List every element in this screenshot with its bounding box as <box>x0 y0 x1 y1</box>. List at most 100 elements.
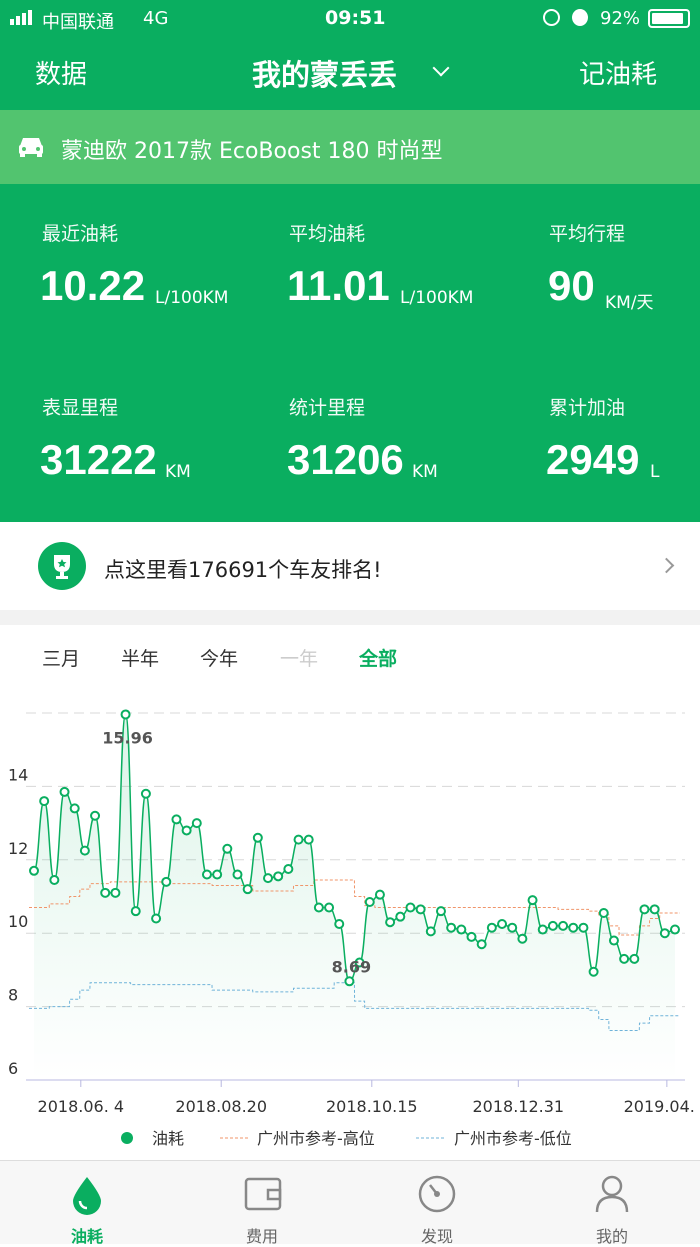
data-point <box>100 887 111 898</box>
filter-half-year[interactable]: 半年 <box>121 648 160 670</box>
data-point <box>191 818 202 829</box>
stat-value: 11.01 <box>287 262 390 309</box>
data-point <box>364 897 375 908</box>
car-model-bar[interactable]: 蒙迪欧 2017款 EcoBoost 180 时尚型 <box>0 110 700 184</box>
data-point <box>313 902 324 913</box>
data-point <box>374 889 385 900</box>
x-tick-label: 2018.10.15 <box>326 1097 418 1116</box>
stat-unit: KM <box>412 462 438 482</box>
data-point <box>222 843 233 854</box>
reference-high-line <box>29 879 680 936</box>
data-point <box>110 887 121 898</box>
legend-label-fuel: 油耗 <box>152 1129 184 1148</box>
water-drop-icon <box>71 1175 103 1219</box>
data-point <box>151 913 162 924</box>
stat-label: 累计加油 <box>549 397 626 419</box>
tab-profile[interactable]: 我的 <box>552 1161 672 1246</box>
data-point <box>181 825 192 836</box>
data-point <box>476 939 487 950</box>
data-point <box>578 922 589 933</box>
data-point <box>466 931 477 942</box>
reference-low-line <box>29 982 680 1031</box>
tab-label: 我的 <box>595 1227 628 1246</box>
data-point <box>619 953 630 964</box>
x-tick-label: 2018.08.20 <box>175 1097 267 1116</box>
stat-label: 表显里程 <box>42 397 119 419</box>
tab-label: 费用 <box>245 1227 278 1246</box>
fuel-consumption-chart: 6 8 10 12 14 2018.06. 4 2018.08.20 2018.10.15 20… <box>8 709 700 1148</box>
data-label: 8.69 <box>332 957 371 976</box>
clock: 09:51 <box>325 7 386 29</box>
data-point <box>486 922 497 933</box>
filter-three-months[interactable]: 三月 <box>42 648 81 670</box>
stat-value: 10.22 <box>40 262 146 309</box>
data-point <box>497 919 508 930</box>
chevron-right-icon <box>658 557 675 574</box>
data-point <box>263 873 274 884</box>
data-point <box>354 957 365 968</box>
stat-unit: L <box>650 462 660 482</box>
data-button[interactable]: 数据 <box>35 60 88 90</box>
data-point <box>517 933 528 944</box>
data-point <box>252 832 263 843</box>
tab-label: 发现 <box>420 1227 453 1246</box>
data-point <box>273 871 284 882</box>
data-point <box>120 709 131 720</box>
data-point <box>79 845 90 856</box>
data-point <box>130 906 141 917</box>
data-point <box>69 803 80 814</box>
data-point <box>588 966 599 977</box>
battery-percent: 92% <box>600 8 641 29</box>
data-point <box>547 920 558 931</box>
data-point <box>344 976 355 987</box>
data-point <box>303 834 314 845</box>
data-point <box>242 884 253 895</box>
data-point <box>659 928 670 939</box>
tab-expenses[interactable]: 费用 <box>202 1161 322 1246</box>
data-point <box>140 788 151 799</box>
rotation-lock-icon <box>543 9 560 26</box>
data-point <box>608 935 619 946</box>
y-tick-label: 10 <box>8 912 28 931</box>
data-point <box>293 834 304 845</box>
compass-icon <box>418 1175 456 1217</box>
data-point <box>59 786 70 797</box>
carrier: 中国联通 <box>42 12 114 33</box>
ranking-banner[interactable]: 点这里看176691个车友排名! <box>0 522 700 610</box>
y-tick-label: 8 <box>8 986 18 1005</box>
data-point <box>90 810 101 821</box>
data-point <box>435 906 446 917</box>
stat-label: 统计里程 <box>289 397 366 419</box>
tab-fuel[interactable]: 油耗 <box>27 1161 147 1246</box>
data-point <box>334 919 345 930</box>
record-fuel-button[interactable]: 记油耗 <box>579 60 658 90</box>
filter-this-year[interactable]: 今年 <box>200 648 239 670</box>
stat-value: 31222 <box>40 436 157 483</box>
status-bar: 中国联通 4G 09:51 92% <box>0 0 700 38</box>
vehicle-selector[interactable]: 我的蒙丢丢 <box>252 58 398 92</box>
y-tick-label: 14 <box>8 765 28 784</box>
stat-unit: L/100KM <box>155 288 229 308</box>
data-point <box>39 796 50 807</box>
tab-discover[interactable]: 发现 <box>377 1161 497 1246</box>
data-label: 15.96 <box>102 728 153 747</box>
user-icon <box>595 1175 629 1217</box>
car-icon <box>18 136 44 164</box>
signal-icon <box>10 10 36 25</box>
data-point <box>446 922 457 933</box>
chevron-down-icon[interactable] <box>432 59 450 77</box>
filter-all[interactable]: 全部 <box>359 648 398 670</box>
chart-legend: 油耗 广州市参考-高位 广州市参考-低位 <box>121 1129 572 1148</box>
data-point <box>212 869 223 880</box>
data-point <box>171 814 182 825</box>
data-point <box>629 953 640 964</box>
data-point <box>425 926 436 937</box>
alarm-icon <box>572 9 588 26</box>
stat-label: 最近油耗 <box>42 223 119 245</box>
data-point <box>324 902 335 913</box>
car-model: 蒙迪欧 2017款 EcoBoost 180 时尚型 <box>61 139 443 164</box>
data-point <box>507 922 518 933</box>
stat-value: 31206 <box>287 436 404 483</box>
nav-header: 数据 我的蒙丢丢 记油耗 <box>0 38 700 110</box>
wallet-icon <box>244 1175 282 1215</box>
